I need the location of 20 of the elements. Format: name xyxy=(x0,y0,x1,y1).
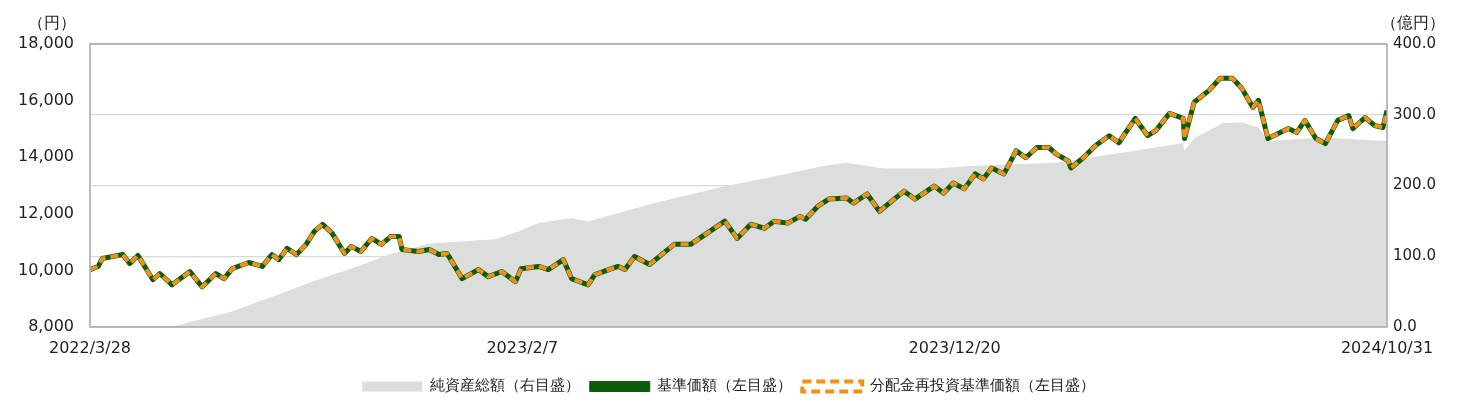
y-tick-label: 8,000 xyxy=(28,316,74,336)
x-tick-label: 2023/2/7 xyxy=(486,337,559,357)
y2-tick-label: 300.0 xyxy=(1393,104,1436,123)
y-tick-label: 18,000 xyxy=(18,33,74,53)
y-tick-label: 10,000 xyxy=(18,259,74,279)
y2-tick-label: 0.0 xyxy=(1393,316,1417,335)
legend-label: 分配金再投資基準価額（左目盛） xyxy=(869,376,1095,395)
y2-axis-title: （億円） xyxy=(1381,13,1445,33)
y-axis-title: （円） xyxy=(28,13,76,33)
y2-tick-label: 200.0 xyxy=(1393,175,1436,194)
legend-label: 基準価額（左目盛） xyxy=(657,376,793,395)
legend-label: 純資産総額（右目盛） xyxy=(429,376,580,395)
x-tick-label: 2023/12/20 xyxy=(908,337,1001,357)
y2-tick-label: 100.0 xyxy=(1393,246,1436,265)
x-tick-label: 2024/10/31 xyxy=(1340,337,1434,357)
y-tick-label: 14,000 xyxy=(18,146,74,166)
y-tick-label: 16,000 xyxy=(18,89,74,109)
y2-tick-label: 400.0 xyxy=(1393,33,1436,52)
y-tick-label: 12,000 xyxy=(18,202,74,222)
x-tick-label: 2022/3/28 xyxy=(48,337,132,357)
